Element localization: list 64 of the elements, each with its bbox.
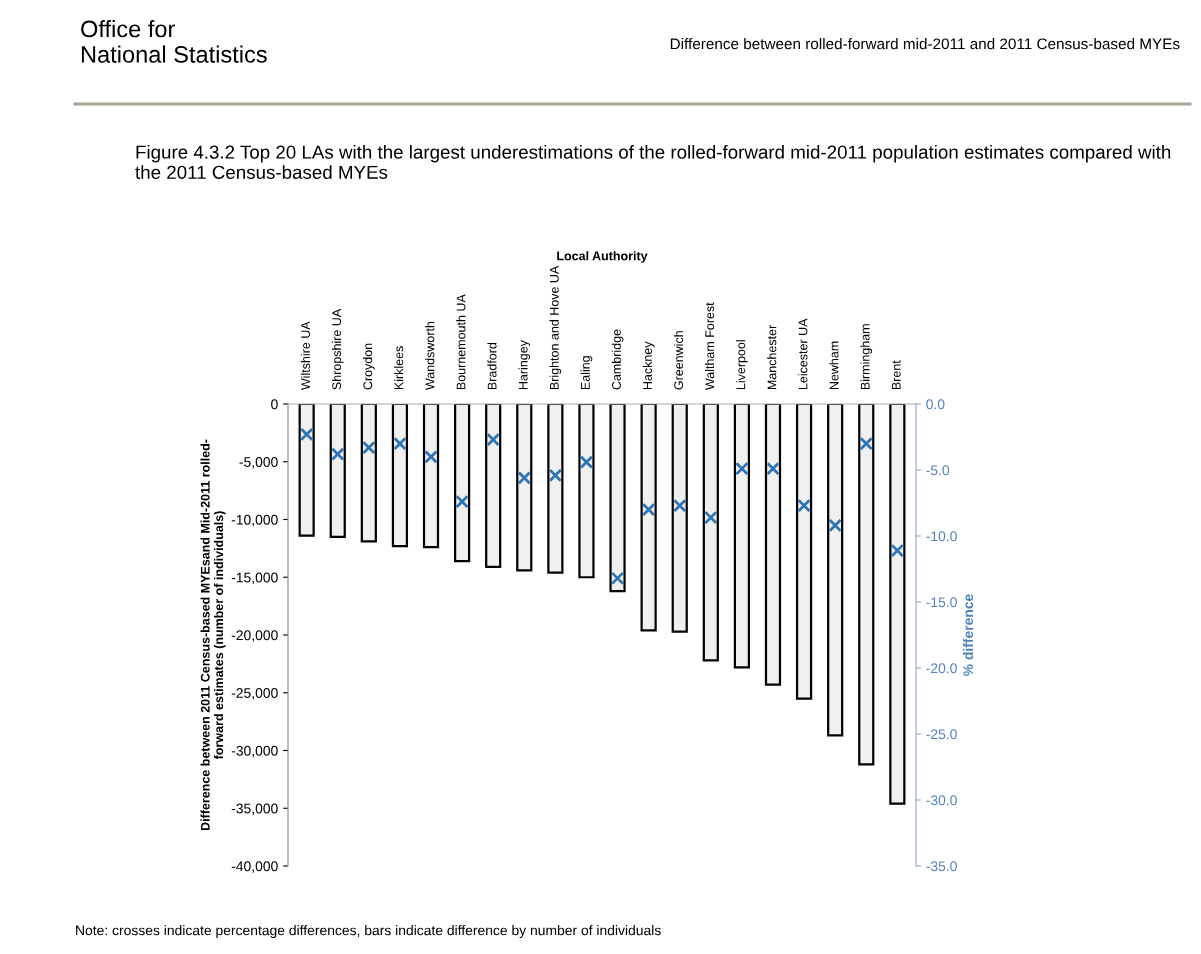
y-axis-title: Difference between 2011 Census-based MYEsand Mid-2011 rolled- forward estimates (number of individuals) xyxy=(200,439,226,831)
x-tick-label: Shropshire UA xyxy=(331,308,344,390)
point xyxy=(610,571,625,586)
chart-title: Figure 4.3.2 Top 20 LAs with the largest underestimations of the rolled-forward mid-2011 population estimates compared with the 2011 Census-based MYEs xyxy=(135,145,1171,179)
point xyxy=(828,518,842,533)
y-tick-label: -15,000 xyxy=(231,572,278,585)
point xyxy=(890,543,905,558)
x-tick-label: Kirklees xyxy=(394,346,404,390)
point xyxy=(579,455,594,469)
y2-tick-label: -15.0 xyxy=(926,597,957,608)
y-tick-label: -30,000 xyxy=(231,745,278,758)
text: Office for National Statistics xyxy=(81,20,267,63)
y-tick-label: 0 xyxy=(271,399,278,410)
y2-tick-label: -25.0 xyxy=(926,729,957,740)
x-tick-label: Liverpool xyxy=(736,340,748,390)
x-tick-label: Brighton and Hove UA xyxy=(549,265,562,390)
point xyxy=(735,461,749,476)
point xyxy=(330,447,345,461)
x-tick-label: Bournemouth UA xyxy=(456,294,466,390)
y2-tick-label: -20.0 xyxy=(926,663,957,674)
x-axis-title: Local Authority xyxy=(557,251,648,263)
point xyxy=(486,432,500,447)
x-tick-label: Croydon xyxy=(363,343,375,390)
y-tick-label: -25,000 xyxy=(231,688,278,700)
x-tick-label: Greenwich xyxy=(673,331,684,390)
x-tick-label: Ealing xyxy=(580,356,593,390)
x-tick-label: Wiltshire UA xyxy=(300,321,311,391)
y2-axis-title: % difference xyxy=(962,594,974,676)
y-tick-label: -5,000 xyxy=(239,457,278,469)
y2-tick-label: 0.0 xyxy=(926,399,945,410)
y2-tick-label: -10.0 xyxy=(926,531,957,542)
point xyxy=(859,436,874,451)
x-tick-label: Haringey xyxy=(518,340,531,390)
y2-tick-label: -35.0 xyxy=(926,861,957,872)
text: Note: crosses indicate percentage differences, bars indicate difference by number of individuals xyxy=(76,925,661,938)
x-tick-label: Newham xyxy=(829,341,839,390)
y2-tick-label: -30.0 xyxy=(926,795,957,806)
y-tick-label: -20,000 xyxy=(231,630,278,642)
point xyxy=(517,471,532,485)
point xyxy=(299,427,314,442)
point xyxy=(362,440,376,455)
x-tick-label: Manchester xyxy=(767,325,777,390)
x-tick-label: Hackney xyxy=(642,341,655,390)
point xyxy=(641,502,656,517)
point xyxy=(672,498,687,513)
x-tick-label: Cambridge xyxy=(611,329,624,390)
x-tick-label: Bradford xyxy=(487,342,497,390)
x-tick-label: Waltham Forest xyxy=(704,302,715,391)
x-tick-label: Wandsworth xyxy=(425,321,435,391)
point xyxy=(797,498,811,513)
point xyxy=(766,461,780,476)
point xyxy=(548,468,563,483)
text: Difference between rolled-forward mid-2011 and 2011 Census-based MYEs xyxy=(670,38,1180,50)
x-tick-label: Brent xyxy=(891,360,901,390)
x-tick-label: Leicester UA xyxy=(798,318,808,390)
y2-tick-label: -5.0 xyxy=(926,465,950,476)
y-tick-label: -40,000 xyxy=(231,861,278,873)
point xyxy=(455,494,469,509)
point xyxy=(393,436,407,451)
point xyxy=(424,450,438,464)
x-tick-label: Birmingham xyxy=(860,324,873,390)
y-tick-label: -10,000 xyxy=(231,514,278,527)
point xyxy=(704,510,718,525)
y-tick-label: -35,000 xyxy=(231,803,278,816)
